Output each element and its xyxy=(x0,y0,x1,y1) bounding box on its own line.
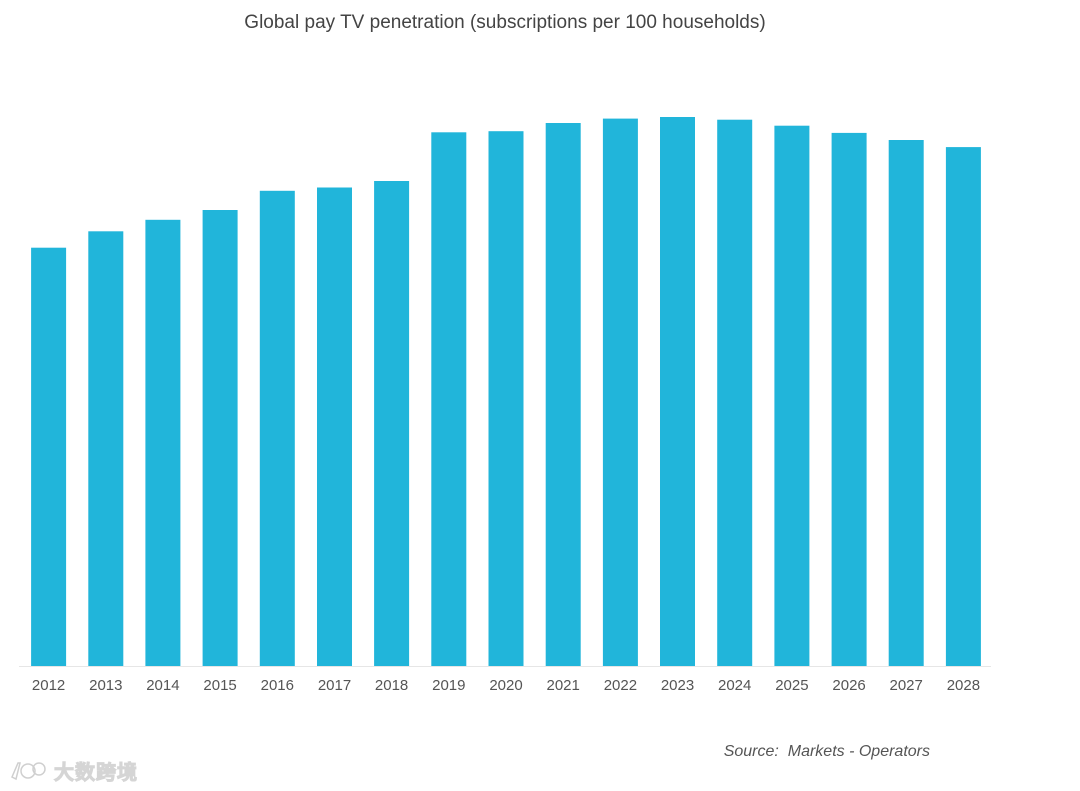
chart-title: Global pay TV penetration (subscriptions… xyxy=(244,12,766,33)
bar-2020 xyxy=(488,131,524,666)
x-tick-label: 2023 xyxy=(661,677,694,694)
watermark-logo-icon xyxy=(11,761,46,780)
watermark: 大数跨境 xyxy=(8,756,138,785)
x-tick-label: 2021 xyxy=(547,677,580,694)
x-tick-label: 2016 xyxy=(261,677,294,694)
x-tick-label: 2026 xyxy=(832,677,865,694)
x-tick-label: 2018 xyxy=(375,677,408,694)
bar-2015 xyxy=(202,210,238,666)
bar-2026 xyxy=(831,132,867,666)
bar-2014 xyxy=(145,219,181,667)
x-tick-label: 2020 xyxy=(489,677,522,694)
bar-2022 xyxy=(602,118,638,667)
x-tick-label: 2013 xyxy=(89,677,122,694)
x-tick-label: 2019 xyxy=(432,677,465,694)
bar-2017 xyxy=(317,187,352,666)
bar-2018 xyxy=(374,181,410,666)
x-tick-label: 2014 xyxy=(146,677,179,694)
bar-2012 xyxy=(31,247,67,666)
x-tick-label: 2027 xyxy=(890,677,923,694)
x-tick-label: 2015 xyxy=(203,677,236,694)
source-note: Source: Markets - Operators xyxy=(723,743,930,760)
bar-2023 xyxy=(660,117,695,666)
bar-2024 xyxy=(717,119,753,666)
x-tick-label: 2025 xyxy=(775,677,808,694)
x-tick-label: 2028 xyxy=(947,677,980,694)
watermark-text: 大数跨境 xyxy=(54,762,138,785)
bar-2019 xyxy=(431,132,467,667)
bar-2028 xyxy=(945,147,981,667)
x-tick-label: 2012 xyxy=(32,677,65,694)
bar-2013 xyxy=(88,231,124,667)
x-tick-label: 2017 xyxy=(318,677,351,694)
x-tick-label: 2022 xyxy=(604,677,637,694)
bar-2027 xyxy=(888,140,924,666)
bar-2021 xyxy=(545,123,581,666)
bar-2025 xyxy=(774,125,810,666)
bar-2016 xyxy=(259,190,295,667)
x-tick-label: 2024 xyxy=(718,677,751,694)
